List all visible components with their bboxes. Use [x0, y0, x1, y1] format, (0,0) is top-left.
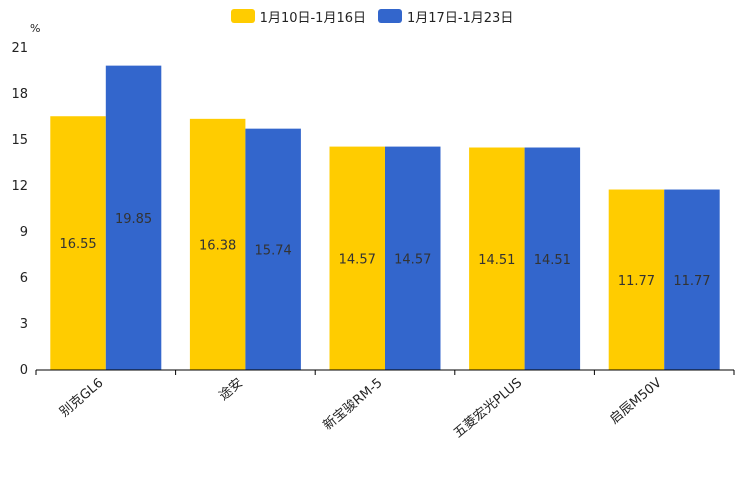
y-tick-label-4: 12 — [11, 179, 28, 194]
legend-item-series-2[interactable]: 1月17日-1月23日 — [378, 7, 513, 26]
data-label-s1-4: 11.77 — [618, 274, 655, 289]
y-tick-label-0: 0 — [20, 363, 28, 378]
y-tick-label-1: 3 — [20, 317, 28, 332]
bar-s2-0 — [105, 65, 162, 370]
bar-s1-3 — [469, 147, 525, 370]
y-tick-label-7: 21 — [11, 41, 28, 56]
data-label-s2-2: 14.57 — [394, 252, 431, 267]
data-label-s2-4: 11.77 — [673, 274, 710, 289]
bar-s2-2 — [385, 146, 441, 370]
x-tick-label-4: 启辰M50V — [607, 376, 665, 428]
y-tick-label-3: 9 — [20, 225, 28, 240]
y-tick-label-6: 18 — [11, 87, 28, 102]
legend-item-series-1[interactable]: 1月10日-1月16日 — [230, 7, 366, 26]
bar-s2-4 — [664, 189, 720, 370]
x-tick-label-2: 新宝骏RM-5 — [320, 375, 386, 434]
y-axis-unit-label: % — [30, 22, 41, 35]
bar-s1-2 — [329, 146, 385, 370]
legend-label-series-2: 1月17日-1月23日 — [407, 10, 514, 26]
x-tick-label-1: 途安 — [216, 375, 246, 404]
data-label-s1-2: 14.57 — [339, 252, 376, 267]
data-label-s1-1: 16.38 — [199, 238, 236, 253]
y-tick-label-2: 6 — [20, 271, 28, 286]
y-tick-label-5: 15 — [11, 133, 28, 148]
x-tick-label-0: 别克GL6 — [57, 376, 106, 421]
data-label-s2-0: 19.85 — [115, 212, 152, 227]
bar-s2-3 — [524, 147, 581, 370]
legend-swatch-series-2 — [378, 9, 402, 23]
data-label-s2-3: 14.51 — [534, 253, 571, 268]
x-tick-label-3: 五菱宏光PLUS — [451, 376, 525, 442]
bar-s1-1 — [189, 118, 246, 370]
legend-swatch-series-1 — [230, 9, 255, 23]
legend-label-series-1: 1月10日-1月16日 — [259, 10, 366, 26]
bar-s1-0 — [50, 116, 106, 370]
data-label-s2-1: 15.74 — [255, 243, 292, 258]
data-label-s1-0: 16.55 — [59, 237, 96, 252]
bar-s2-1 — [245, 128, 301, 370]
data-label-s1-3: 14.51 — [478, 253, 515, 268]
legend: 1月10日-1月16日 1月17日-1月23日 — [0, 6, 744, 26]
bar-s1-4 — [608, 189, 665, 370]
